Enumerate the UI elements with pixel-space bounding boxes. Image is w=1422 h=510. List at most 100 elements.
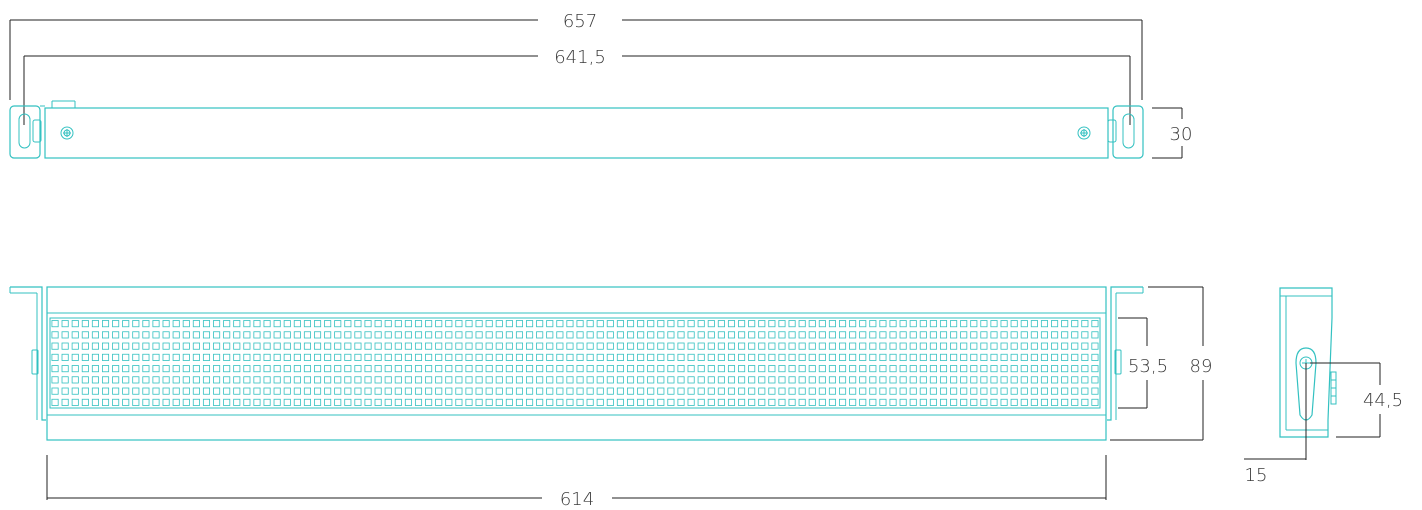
led-cell xyxy=(263,320,271,328)
led-cell xyxy=(1010,398,1018,406)
led-cell xyxy=(657,398,665,406)
led-cell xyxy=(859,353,867,361)
led-cell xyxy=(334,365,342,373)
led-cell xyxy=(919,331,927,339)
led-cell xyxy=(879,387,887,395)
led-cell xyxy=(869,320,877,328)
led-cell xyxy=(798,387,806,395)
led-cell xyxy=(374,387,382,395)
led-cell xyxy=(435,376,443,384)
led-cell xyxy=(667,365,675,373)
led-cell xyxy=(788,376,796,384)
label-body-width: 614 xyxy=(560,489,594,510)
led-cell xyxy=(647,387,655,395)
led-cell xyxy=(768,342,776,350)
led-cell xyxy=(435,365,443,373)
led-cell xyxy=(505,331,513,339)
led-cell xyxy=(616,331,624,339)
led-cell xyxy=(768,320,776,328)
led-cell xyxy=(303,387,311,395)
led-cell xyxy=(960,387,968,395)
led-cell xyxy=(697,320,705,328)
led-cell xyxy=(596,353,604,361)
led-cell xyxy=(980,387,988,395)
led-cell xyxy=(1030,342,1038,350)
led-cell xyxy=(738,353,746,361)
led-cell xyxy=(112,331,120,339)
led-cell xyxy=(425,331,433,339)
led-cell xyxy=(71,331,79,339)
led-cell xyxy=(404,353,412,361)
led-cell xyxy=(778,398,786,406)
led-cell xyxy=(122,398,130,406)
led-cell xyxy=(263,376,271,384)
led-cell xyxy=(202,353,211,361)
led-cell xyxy=(909,331,917,339)
led-cell xyxy=(707,342,715,350)
led-cell xyxy=(202,331,211,339)
led-cell xyxy=(727,353,736,361)
led-cell xyxy=(263,398,271,406)
led-cell xyxy=(576,320,584,328)
led-cell xyxy=(627,342,635,350)
led-cell xyxy=(142,398,150,406)
led-cell xyxy=(112,342,120,350)
led-cell xyxy=(899,387,907,395)
led-cell xyxy=(1061,331,1069,339)
led-cell xyxy=(81,353,89,361)
led-cell xyxy=(152,342,160,350)
side-view: 44,5 15 xyxy=(1244,287,1403,486)
led-cell xyxy=(808,376,816,384)
led-cell xyxy=(102,353,110,361)
led-cell xyxy=(394,387,402,395)
led-cell xyxy=(142,342,150,350)
led-cell xyxy=(869,353,877,361)
led-cell xyxy=(202,398,211,406)
led-cell xyxy=(1091,398,1099,406)
led-cell xyxy=(919,353,927,361)
led-cell xyxy=(778,365,786,373)
led-cell xyxy=(586,331,594,339)
led-cell xyxy=(586,398,594,406)
led-cell xyxy=(71,398,79,406)
led-cell xyxy=(142,320,150,328)
led-cell xyxy=(273,398,281,406)
led-cell xyxy=(627,398,635,406)
led-cell xyxy=(738,331,746,339)
led-cell xyxy=(687,320,695,328)
led-cell xyxy=(1000,320,1008,328)
led-cell xyxy=(495,342,503,350)
led-cell xyxy=(970,365,978,373)
led-cell xyxy=(869,387,877,395)
led-cell xyxy=(627,331,635,339)
led-cell xyxy=(122,353,130,361)
led-cell xyxy=(1061,342,1069,350)
led-cell xyxy=(960,376,968,384)
led-cell xyxy=(394,398,402,406)
led-cell xyxy=(990,398,998,406)
led-cell xyxy=(677,342,685,350)
led-cell xyxy=(142,387,150,395)
led-cell xyxy=(414,365,423,373)
led-cell xyxy=(1051,331,1059,339)
led-cell xyxy=(344,398,352,406)
led-cell xyxy=(849,331,857,339)
led-cell xyxy=(455,376,463,384)
led-cell xyxy=(869,331,877,339)
led-cell xyxy=(859,320,867,328)
led-cell xyxy=(213,331,221,339)
led-cell xyxy=(243,398,251,406)
led-cell xyxy=(950,387,958,395)
led-cell xyxy=(657,353,665,361)
led-cell xyxy=(970,376,978,384)
led-cell xyxy=(647,365,655,373)
led-cell xyxy=(51,387,59,395)
led-cell xyxy=(162,376,170,384)
led-cell xyxy=(384,342,392,350)
led-cell xyxy=(455,342,463,350)
led-cell xyxy=(1081,398,1089,406)
led-cell xyxy=(677,398,685,406)
led-cell xyxy=(828,342,836,350)
led-cell xyxy=(404,398,412,406)
led-cell xyxy=(990,365,998,373)
